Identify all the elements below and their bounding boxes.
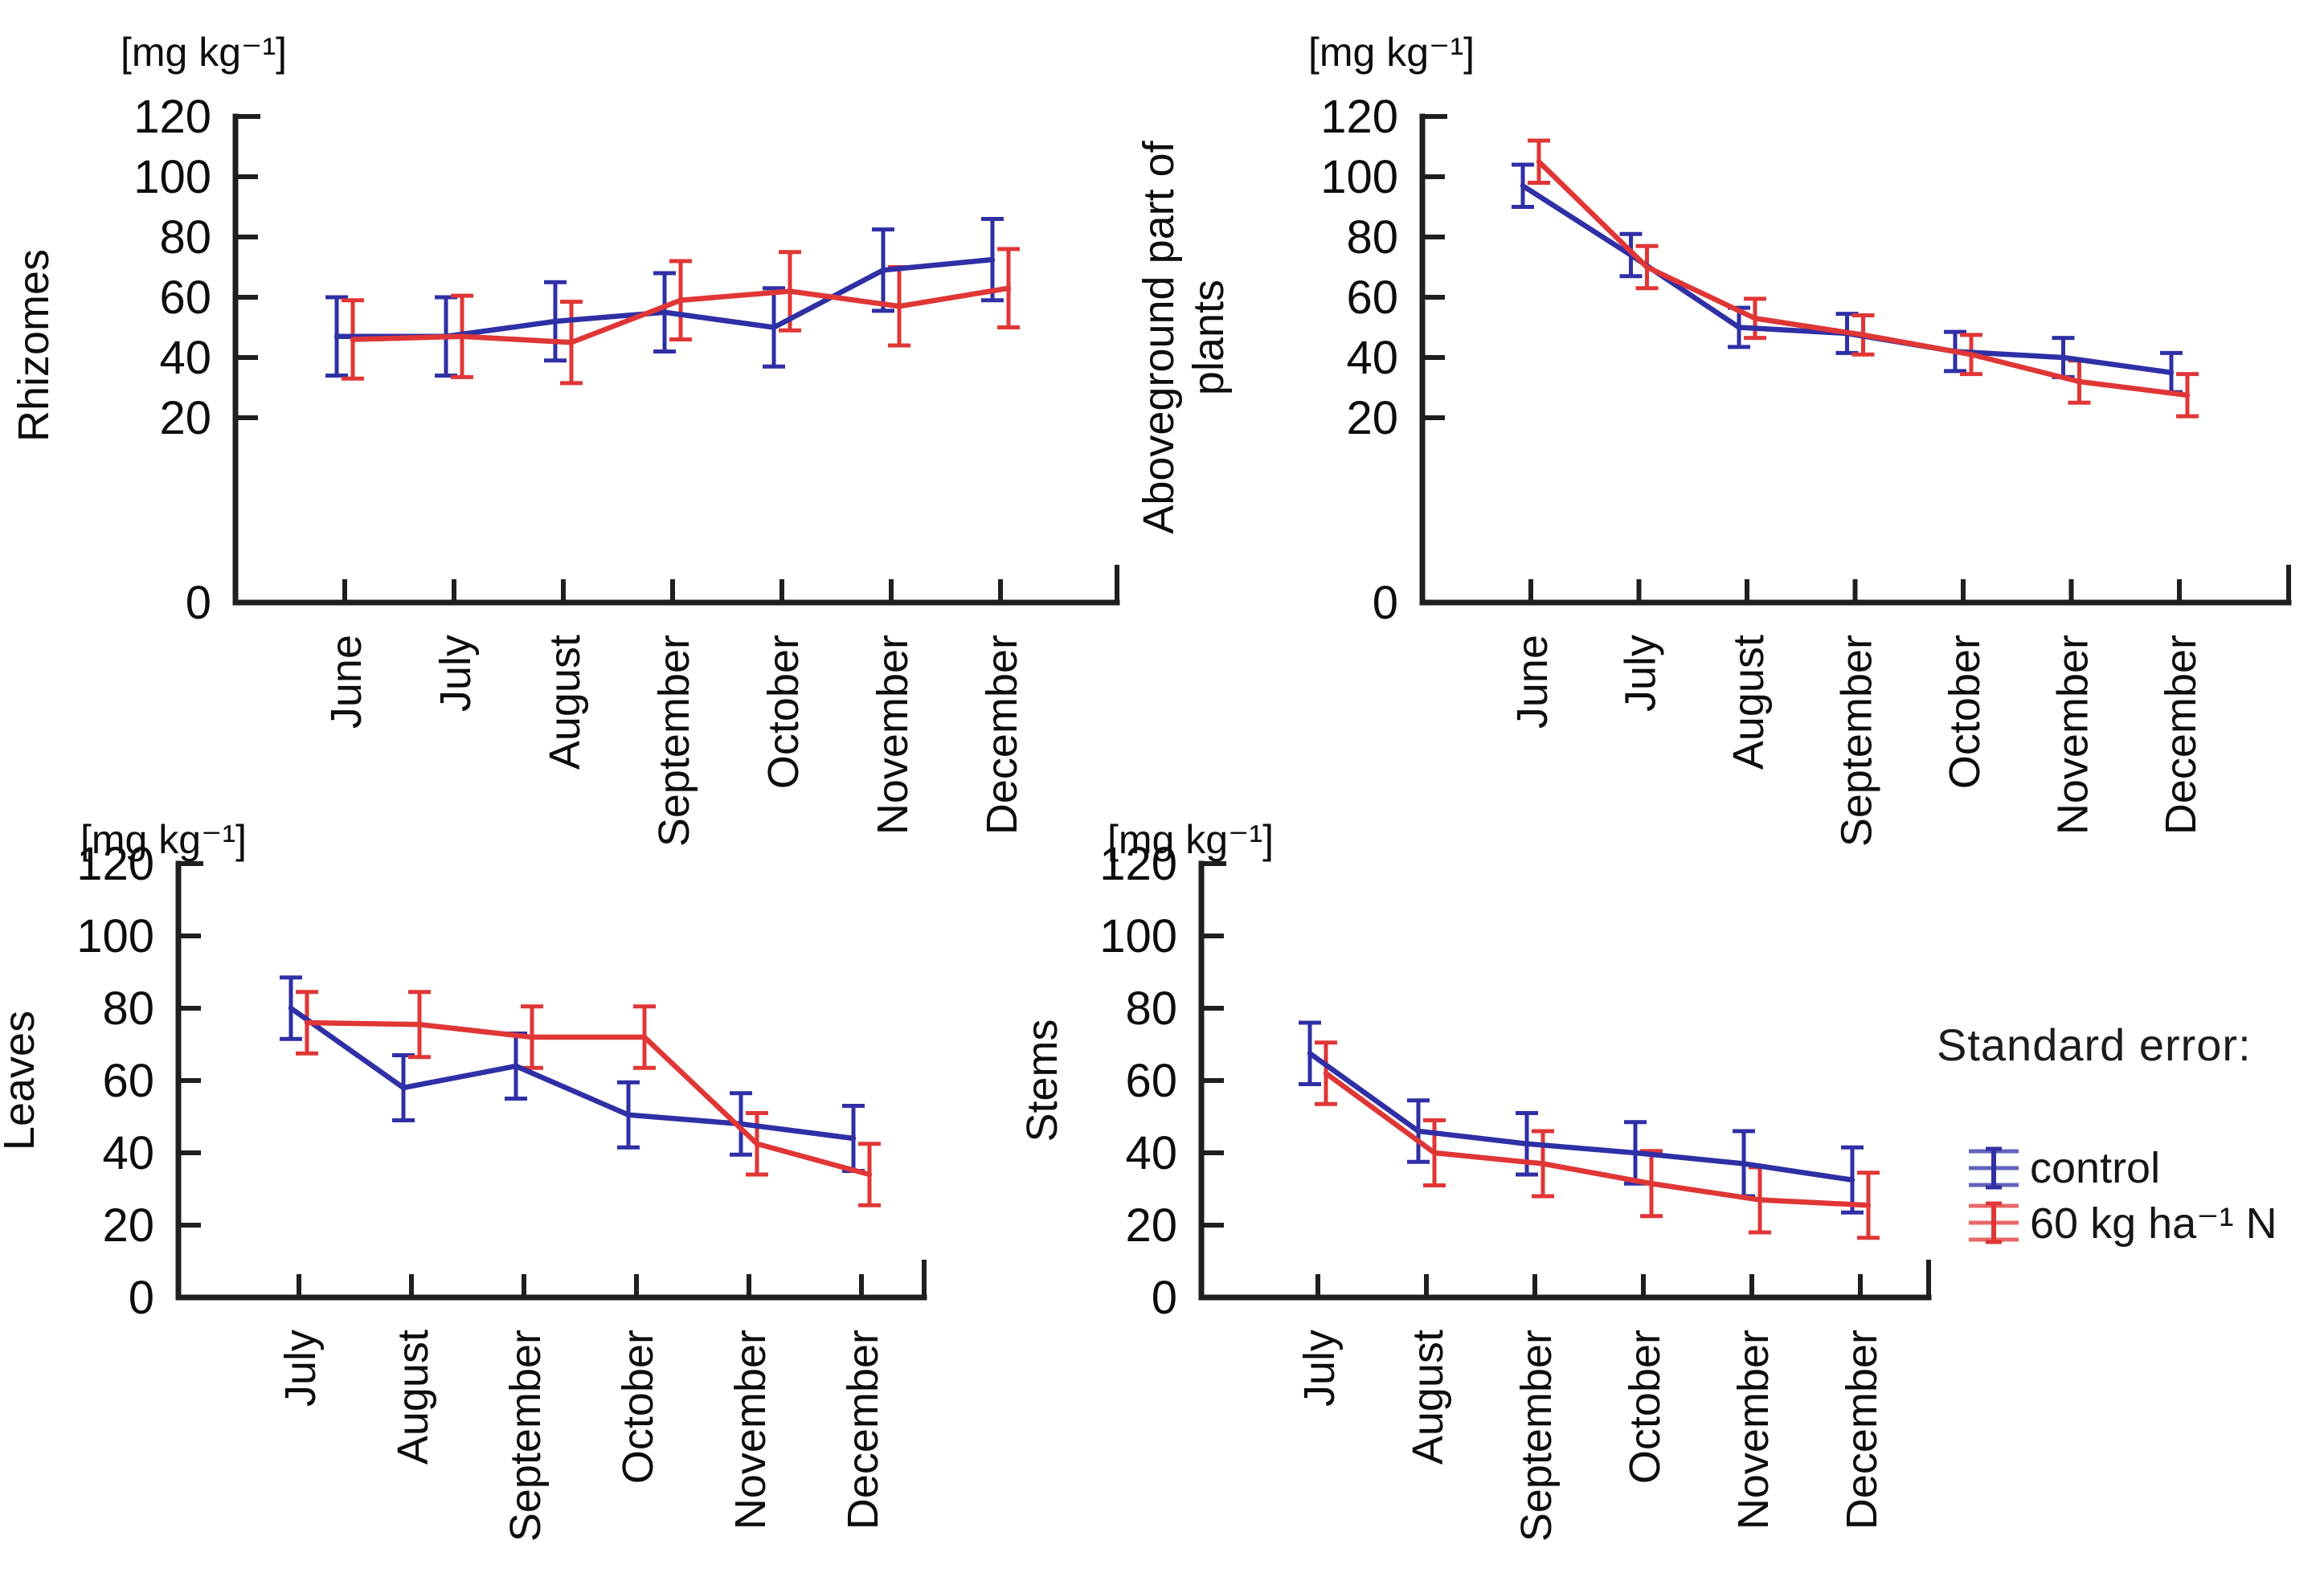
x-tick-label: August xyxy=(1725,635,1773,770)
legend-item-n60: 60 kg ha⁻¹ N xyxy=(1967,1199,2324,1248)
x-tick-label: November xyxy=(1729,1330,1778,1530)
y-axis-title: Aboveground part of xyxy=(1135,140,1183,533)
x-tick-label: September xyxy=(650,635,698,847)
legend-title: Standard error: xyxy=(1937,1019,2252,1070)
y-tick-label: 80 xyxy=(102,983,154,1035)
axes xyxy=(232,113,1120,606)
unit-label: [mg kg⁻¹] xyxy=(1308,30,1475,75)
x-tick-label: October xyxy=(1941,635,1989,789)
series-line-control xyxy=(288,1005,857,1142)
unit-label: [mg kg⁻¹] xyxy=(1107,817,1274,862)
unit-label: [mg kg⁻¹] xyxy=(121,30,287,75)
axes xyxy=(175,860,927,1301)
x-tick-label: August xyxy=(1404,1330,1452,1465)
x-tick-label: November xyxy=(869,635,917,835)
y-tick-label: 60 xyxy=(1346,272,1398,324)
series-line-control xyxy=(1307,1051,1856,1183)
y-tick-label: 40 xyxy=(102,1127,154,1179)
axes xyxy=(1419,113,2292,606)
y-tick-label: 120 xyxy=(1320,91,1398,143)
y-tick-label: 0 xyxy=(1152,1272,1177,1324)
x-tick-label: August xyxy=(389,1330,437,1465)
y-tick-label: 20 xyxy=(1346,392,1398,444)
x-tick-label: July xyxy=(276,1330,325,1407)
x-tick-label: July xyxy=(1617,635,1665,712)
x-tick-label: July xyxy=(1295,1330,1344,1407)
y-tick-label: 20 xyxy=(1125,1199,1177,1252)
legend-item-control: control xyxy=(1967,1144,2324,1192)
error-bar-icon-control xyxy=(1969,1146,2019,1190)
legend: Standard error: control xyxy=(1925,1019,2324,1248)
x-tick-label: June xyxy=(322,635,370,729)
x-tick-label: December xyxy=(978,635,1026,835)
x-tick-label: October xyxy=(1621,1330,1669,1484)
chart-rhizomes: [mg kg⁻¹] Rhizomes 0 20 40 60 80 100 120 June July… xyxy=(10,30,1120,847)
y-tick-label: 80 xyxy=(1346,211,1398,264)
x-tick-label: July xyxy=(432,635,480,712)
x-tick-label: September xyxy=(1512,1330,1561,1542)
errorbars-n60 xyxy=(1528,138,2199,419)
y-tick-label: 120 xyxy=(1099,838,1177,890)
y-tick-label: 0 xyxy=(1373,577,1398,629)
series-line-n60 xyxy=(350,285,1012,345)
y-tick-label: 100 xyxy=(1099,910,1177,962)
x-tick-label: August xyxy=(541,635,589,770)
y-axis-title: Stems xyxy=(1018,1019,1066,1142)
errorbars-n60 xyxy=(1315,1040,1880,1240)
x-tick-label: November xyxy=(726,1330,775,1530)
x-tick-label: September xyxy=(1833,635,1881,847)
errorbars-control xyxy=(1512,162,2183,394)
y-tick-label: 100 xyxy=(1320,151,1398,203)
y-tick-label: 120 xyxy=(133,91,211,143)
legend-item-label: control xyxy=(2030,1144,2161,1192)
x-tick-label: November xyxy=(2049,635,2097,835)
y-axis-title: Rhizomes xyxy=(10,249,58,442)
series-line-n60 xyxy=(1323,1070,1872,1208)
axes xyxy=(1198,860,1932,1301)
x-tick-label: December xyxy=(1838,1330,1886,1530)
x-tick-label: October xyxy=(759,635,808,789)
y-tick-label: 20 xyxy=(102,1199,154,1252)
y-tick-label: 40 xyxy=(1346,332,1398,384)
y-tick-label: 80 xyxy=(159,211,211,264)
y-tick-label: 60 xyxy=(102,1055,154,1107)
unit-label: [mg kg⁻¹] xyxy=(80,817,247,862)
y-tick-label: 120 xyxy=(76,838,154,890)
x-tick-label: December xyxy=(2157,635,2205,835)
y-tick-label: 80 xyxy=(1125,983,1177,1035)
legend-items: control 60 kg ha⁻¹ N xyxy=(1925,1144,2324,1248)
y-tick-label: 60 xyxy=(159,272,211,324)
y-tick-label: 100 xyxy=(76,910,154,962)
y-tick-label: 0 xyxy=(186,577,211,629)
legend-item-label: 60 kg ha⁻¹ N xyxy=(2030,1199,2277,1248)
y-axis-title: Leaves xyxy=(0,1011,43,1150)
series-line-n60 xyxy=(1536,159,2191,398)
y-tick-label: 100 xyxy=(133,151,211,203)
y-axis-title: plants xyxy=(1185,280,1233,395)
x-tick-label: June xyxy=(1508,635,1557,729)
chart-leaves: [mg kg⁻¹] Leaves 0 20 40 60 80 100 120 July August… xyxy=(0,817,927,1542)
y-tick-label: 0 xyxy=(129,1272,154,1324)
x-tick-label: December xyxy=(839,1330,887,1530)
x-tick-label: October xyxy=(614,1330,662,1484)
y-tick-label: 60 xyxy=(1125,1055,1177,1107)
y-tick-label: 40 xyxy=(159,332,211,384)
errorbars-control xyxy=(280,975,865,1173)
chart-stems: [mg kg⁻¹] Stems 0 20 40 60 80 100 120 July August S… xyxy=(1018,817,1932,1542)
chart-aboveground: [mg kg⁻¹] Aboveground part of plants 0 20 40 6… xyxy=(1135,30,2292,847)
x-tick-label: September xyxy=(501,1330,550,1542)
error-bar-icon-n60 xyxy=(1969,1201,2019,1244)
series-line-n60 xyxy=(304,1019,873,1178)
errorbars-control xyxy=(325,217,1004,378)
y-tick-label: 40 xyxy=(1125,1127,1177,1179)
y-tick-label: 20 xyxy=(159,392,211,444)
